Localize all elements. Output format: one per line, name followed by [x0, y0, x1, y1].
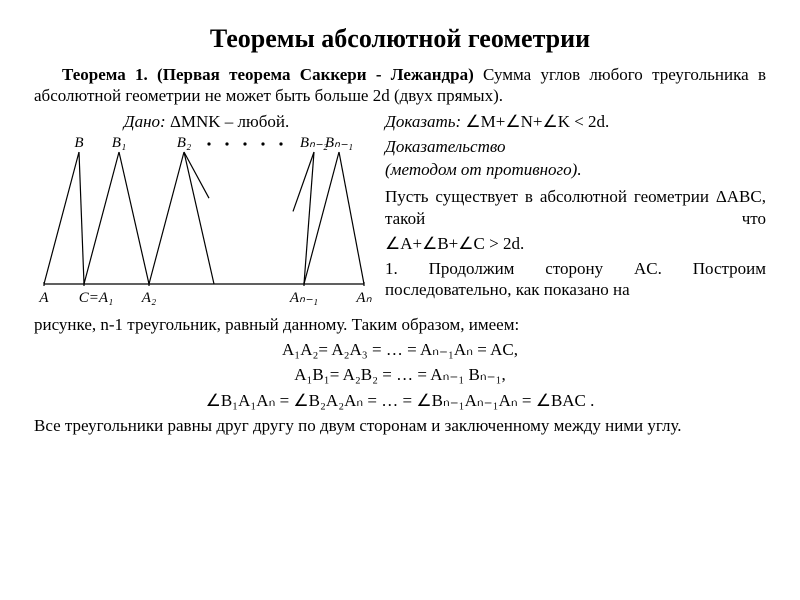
paragraph-1a: Пусть существует в абсолютной геометрии …: [385, 186, 766, 229]
given-line: Дано: ΔMNK – любой.: [34, 111, 379, 132]
svg-text:A: A: [38, 290, 49, 306]
equation-3: ∠B₁A₁Aₙ = ∠B₂A₂Aₙ = … = ∠Bₙ₋₁Aₙ₋₁Aₙ = ∠B…: [34, 390, 766, 411]
page-title: Теоремы абсолютной геометрии: [34, 24, 766, 54]
proof-header-2: (методом от противного).: [385, 159, 766, 180]
svg-text:A₂: A₂: [141, 290, 156, 306]
equation-1: A₁A₂= A₂A₃ = … = Aₙ₋₁Aₙ = AC,: [34, 339, 766, 360]
equation-2: A₁B₁= A₂B₂ = … = Aₙ₋₁ Bₙ₋₁,: [34, 364, 766, 385]
prove-label: Доказать:: [385, 112, 461, 131]
theorem-lead: Теорема 1. (Первая теорема Саккери - Леж…: [62, 65, 474, 84]
svg-text:Bₙ₋₁: Bₙ₋₁: [325, 135, 353, 151]
svg-text:Aₙ₋₁: Aₙ₋₁: [289, 290, 318, 306]
svg-text:B: B: [74, 135, 83, 151]
given-text: ΔMNK – любой.: [166, 112, 290, 131]
svg-text:C=A₁: C=A₁: [79, 290, 114, 306]
paragraph-2: 1. Продолжим сторону AC. Построим послед…: [385, 258, 766, 301]
closing-paragraph: Все треугольники равны друг другу по дву…: [34, 415, 766, 436]
figure-triangles: BB₁B₂Bₙ₋₂Bₙ₋₁AC=A₁A₂Aₙ₋₁Aₙ: [34, 134, 379, 314]
svg-text:B₂: B₂: [177, 135, 191, 151]
prove-text: ∠M+∠N+∠K < 2d.: [461, 112, 609, 131]
prove-line: Доказать: ∠M+∠N+∠K < 2d.: [385, 111, 766, 132]
svg-text:B₁: B₁: [112, 135, 126, 151]
theorem-statement: Теорема 1. (Первая теорема Саккери - Леж…: [34, 64, 766, 107]
svg-text:Aₙ: Aₙ: [355, 290, 372, 306]
paragraph-1b: ∠A+∠B+∠C > 2d.: [385, 233, 766, 254]
proof-header-1: Доказательство: [385, 136, 766, 157]
given-label: Дано:: [124, 112, 166, 131]
after-columns: рисунке, n-1 треугольник, равный данному…: [34, 314, 766, 335]
